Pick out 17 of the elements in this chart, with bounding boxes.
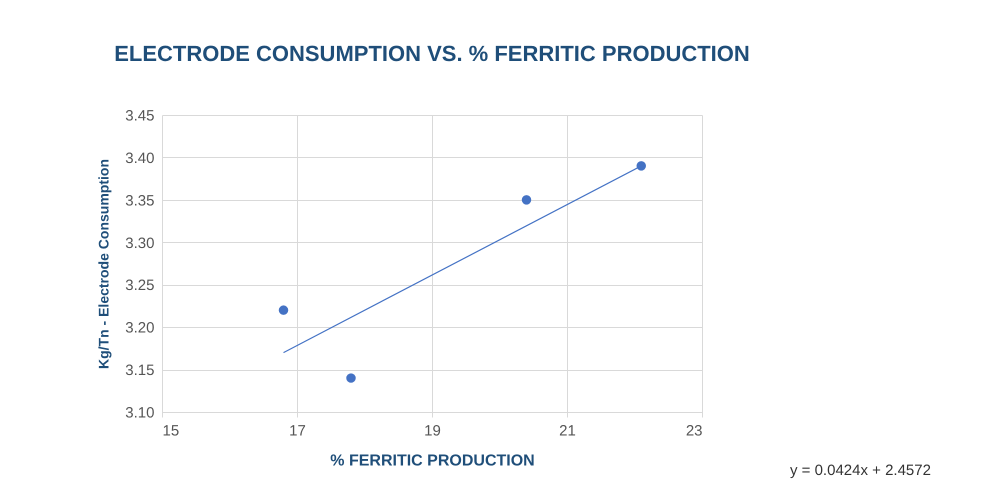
y-tick-label: 3.30 — [125, 234, 154, 252]
x-axis-title: % FERRITIC PRODUCTION — [330, 452, 535, 470]
x-tick-label: 17 — [289, 422, 306, 440]
y-tick-label: 3.45 — [125, 108, 154, 124]
x-tick-label: 19 — [424, 422, 441, 440]
y-tick-label: 3.35 — [125, 192, 154, 210]
chart-title: ELECTRODE CONSUMPTION VS. % FERRITIC PRODUCTION — [114, 41, 750, 66]
y-tick-label: 3.20 — [125, 320, 154, 337]
x-tick-label: 21 — [559, 422, 576, 440]
y-tick-label: 3.10 — [125, 404, 154, 422]
y-tick-label: 3.40 — [125, 150, 154, 167]
y-axis-title: Kg/Tn - Electrode Consumption — [95, 159, 112, 369]
x-tick-label: 23 — [686, 422, 702, 440]
x-tick-label: 15 — [162, 422, 180, 440]
text: y = 0.0424x + 2.4572 — [790, 462, 931, 479]
y-tick-label: 3.15 — [125, 362, 154, 380]
y-tick-label: 3.25 — [125, 277, 154, 294]
